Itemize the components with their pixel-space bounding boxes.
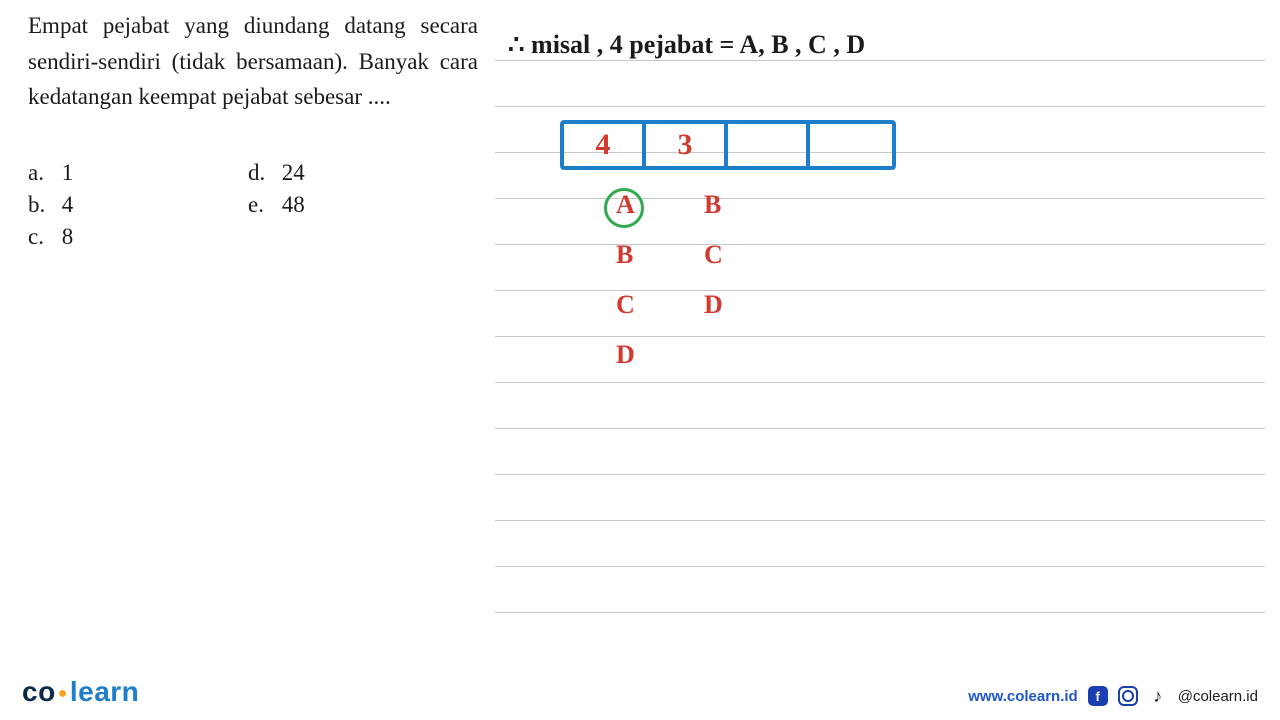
option-d: d. 24 [248,160,468,186]
site-url: www.colearn.id [968,688,1077,705]
option-value: 8 [62,224,74,250]
social-handle: @colearn.id [1178,688,1258,705]
counting-slot-box: 43 [560,120,896,170]
option-b: b. 4 [28,192,248,218]
slot-cell [810,124,892,166]
handwritten-premise: ∴ misal , 4 pejabat = A, B , C , D [508,30,865,60]
option-letter: e. [248,192,276,218]
hand-letter-col2: D [704,290,723,320]
ruled-paper [495,0,1265,640]
instagram-icon [1118,686,1138,706]
facebook-icon: f [1088,686,1108,706]
hand-letter-col1: C [616,290,635,320]
brand-dot-icon: ● [56,685,70,702]
slot-cell [728,124,810,166]
brand-co: co [22,676,56,707]
hand-letter-col2: C [704,240,723,270]
hand-letter-col2: B [704,190,721,220]
option-c: c. 8 [28,224,248,250]
footer-bar: co●learn www.colearn.id f ♪ @colearn.id [0,668,1280,720]
option-letter: c. [28,224,56,250]
hand-letter-col1: D [616,340,635,370]
option-letter: b. [28,192,56,218]
option-value: 4 [62,192,74,218]
question-text: Empat pejabat yang diundang datang secar… [28,8,478,115]
option-value: 1 [62,160,74,186]
option-e: e. 48 [248,192,468,218]
option-a: a. 1 [28,160,248,186]
options-block: a. 1 d. 24 b. 4 e. 48 c. 8 [28,160,468,256]
hand-letter-col1: B [616,240,633,270]
option-letter: a. [28,160,56,186]
hand-letter-col1: A [616,190,635,220]
option-value: 48 [282,192,305,218]
brand-learn: learn [70,676,139,707]
slot-cell: 3 [646,124,728,166]
option-letter: d. [248,160,276,186]
brand-logo: co●learn [22,676,139,708]
option-value: 24 [282,160,305,186]
tiktok-icon: ♪ [1148,686,1168,706]
slot-cell: 4 [564,124,646,166]
